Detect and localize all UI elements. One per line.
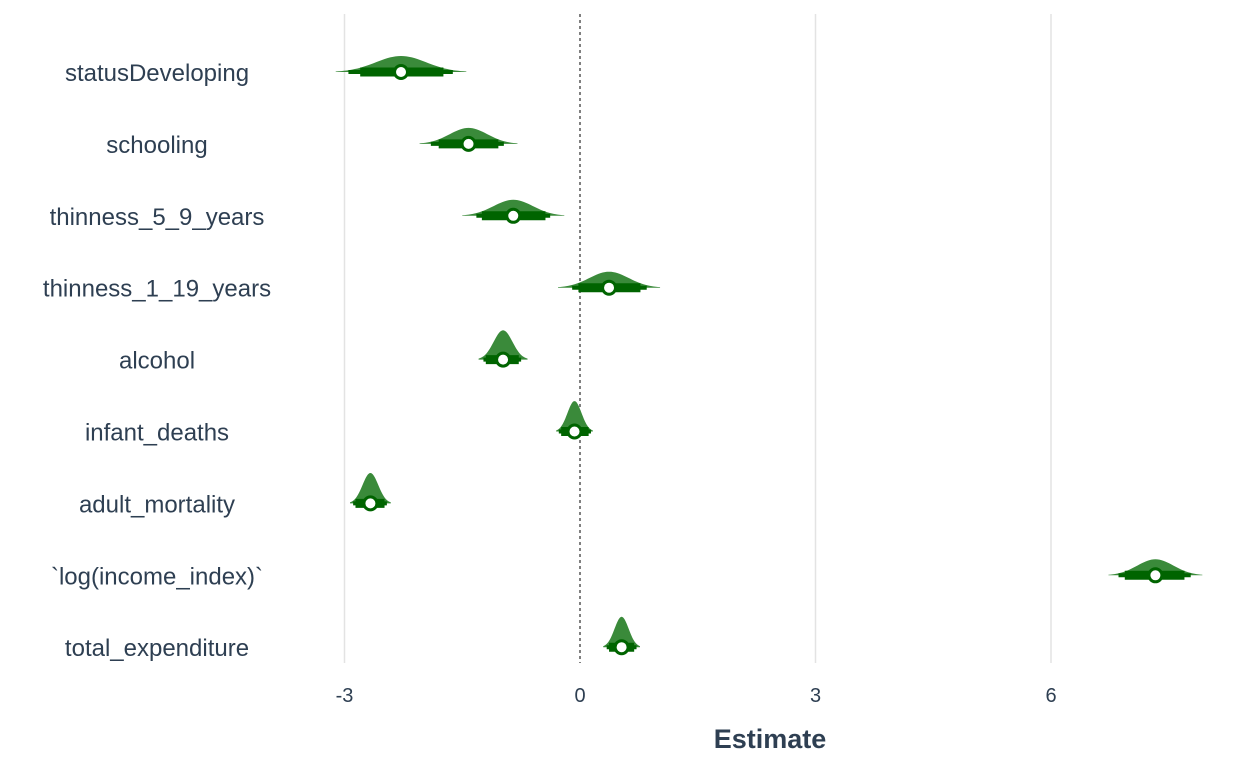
density-slab [478, 330, 528, 360]
point-estimate [393, 64, 410, 80]
y-axis-labels: statusDeveloping schooling thinness_5_9_ye… [43, 60, 271, 662]
x-axis-title: Estimate [714, 724, 827, 754]
y-tick-label: total_expenditure [65, 635, 249, 662]
point-estimate [495, 351, 512, 368]
density-slab [349, 473, 391, 504]
y-tick-label: alcohol [119, 348, 195, 375]
y-tick-label: statusDeveloping [65, 60, 249, 87]
estimate-mark [349, 473, 391, 512]
x-tick-label: 3 [810, 685, 821, 707]
grid-layer [343, 14, 1052, 663]
density-slab [556, 401, 593, 432]
estimate-mark [558, 271, 661, 296]
estimate-mark [478, 330, 528, 368]
x-tick-label: 6 [1045, 685, 1056, 707]
estimate-mark [462, 199, 565, 224]
x-tick-label: 0 [574, 685, 585, 707]
y-tick-label: thinness_1_19_years [43, 276, 271, 303]
point-estimate [613, 639, 630, 656]
density-slab [603, 616, 640, 648]
point-estimate [362, 495, 379, 512]
y-tick-label: `log(income_index)` [51, 563, 263, 590]
estimate-mark [556, 401, 593, 440]
y-tick-label: thinness_5_9_years [50, 204, 265, 231]
estimate-mark [419, 127, 518, 152]
y-tick-label: infant_deaths [85, 420, 229, 447]
estimate-mark [1108, 559, 1203, 584]
y-tick-label: schooling [106, 132, 207, 159]
point-estimate [505, 207, 522, 224]
point-estimate [566, 423, 583, 440]
estimate-mark [335, 56, 467, 80]
estimate-mark [603, 616, 640, 656]
x-axis-ticks: -3 0 3 6 [336, 685, 1057, 707]
point-estimate [601, 279, 618, 296]
y-tick-label: adult_mortality [79, 491, 235, 518]
point-estimate [1147, 567, 1164, 584]
point-estimate [460, 135, 477, 152]
plot-marks [335, 56, 1203, 656]
x-tick-label: -3 [336, 685, 354, 707]
